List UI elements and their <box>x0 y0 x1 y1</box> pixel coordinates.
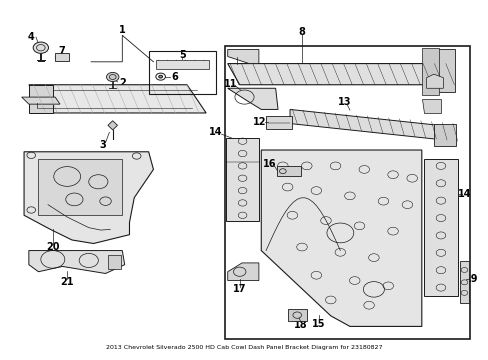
Bar <box>108 256 121 269</box>
Polygon shape <box>261 150 421 327</box>
Text: 17: 17 <box>232 284 246 294</box>
Polygon shape <box>426 74 443 88</box>
Text: 9: 9 <box>229 50 236 60</box>
Polygon shape <box>421 99 440 113</box>
Text: 7: 7 <box>58 46 65 56</box>
Polygon shape <box>226 138 258 221</box>
Polygon shape <box>29 251 124 274</box>
Polygon shape <box>424 159 457 296</box>
Text: 2: 2 <box>119 78 125 88</box>
Text: 3: 3 <box>100 140 106 150</box>
Text: 13: 13 <box>338 98 351 107</box>
Bar <box>55 53 68 61</box>
Text: 4: 4 <box>28 32 35 42</box>
Polygon shape <box>29 85 53 113</box>
Polygon shape <box>227 64 452 85</box>
Polygon shape <box>29 85 206 113</box>
Text: 19: 19 <box>465 274 478 284</box>
Polygon shape <box>156 60 208 69</box>
Text: 21: 21 <box>61 277 74 287</box>
Text: 15: 15 <box>311 319 325 329</box>
Polygon shape <box>421 48 438 95</box>
Polygon shape <box>277 166 301 176</box>
Polygon shape <box>265 117 292 129</box>
Text: 10: 10 <box>31 106 44 116</box>
Text: 14: 14 <box>457 189 471 199</box>
Text: 16: 16 <box>263 159 276 169</box>
Circle shape <box>33 42 48 53</box>
Text: 5: 5 <box>179 50 185 60</box>
Text: 1: 1 <box>119 25 125 35</box>
Polygon shape <box>435 49 454 92</box>
Text: 18: 18 <box>294 320 307 330</box>
Text: 11: 11 <box>224 79 237 89</box>
Text: 12: 12 <box>253 117 266 127</box>
Polygon shape <box>108 121 117 130</box>
Polygon shape <box>289 109 454 141</box>
Polygon shape <box>433 123 455 147</box>
Polygon shape <box>287 309 306 321</box>
Polygon shape <box>39 159 122 215</box>
Circle shape <box>159 75 162 78</box>
Bar <box>225 46 469 339</box>
Text: 20: 20 <box>46 242 60 252</box>
Polygon shape <box>227 49 258 64</box>
Text: 2013 Chevrolet Silverado 2500 HD Cab Cowl Dash Panel Bracket Diagram for 2318082: 2013 Chevrolet Silverado 2500 HD Cab Cow… <box>106 345 382 350</box>
Text: 14: 14 <box>208 127 222 138</box>
Text: 6: 6 <box>171 72 178 82</box>
Polygon shape <box>227 263 258 280</box>
Polygon shape <box>21 97 60 104</box>
Polygon shape <box>24 152 153 243</box>
Polygon shape <box>459 261 468 303</box>
Polygon shape <box>227 88 278 109</box>
Bar <box>148 51 215 94</box>
Circle shape <box>106 72 119 82</box>
Text: 8: 8 <box>298 27 305 37</box>
